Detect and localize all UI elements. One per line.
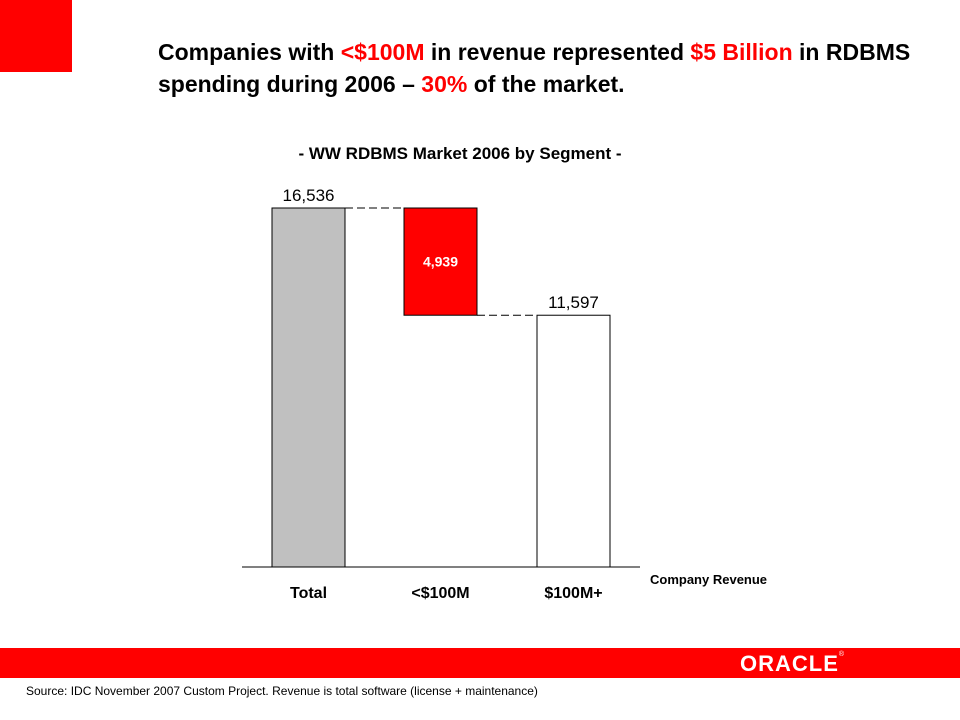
bar-1 bbox=[403, 207, 478, 316]
oracle-logo: ORACLE® bbox=[740, 651, 845, 676]
category-label-2: $100M+ bbox=[544, 585, 602, 602]
data-label-100m-plus: 11,597 bbox=[548, 293, 599, 312]
x-axis-title: Company Revenue bbox=[650, 572, 767, 587]
data-label-under-100m: 4,939 bbox=[423, 254, 458, 270]
bar-2 bbox=[536, 314, 611, 568]
source-note: Source: IDC November 2007 Custom Project… bbox=[26, 684, 538, 698]
category-label-1: <$100M bbox=[411, 585, 469, 602]
data-label-total: 16,536 bbox=[283, 186, 335, 205]
chart-title: - WW RDBMS Market 2006 by Segment - bbox=[298, 144, 622, 163]
waterfall-chart: 16,536 4,939 11,597 Total <$100M $100M+ Compan… bbox=[242, 186, 767, 602]
category-label-0: Total bbox=[290, 585, 327, 602]
slide-headline: Companies with <$100M in revenue represe… bbox=[158, 39, 911, 97]
footer-band bbox=[0, 648, 960, 678]
corner-accent-block bbox=[0, 0, 72, 72]
bar-0 bbox=[271, 207, 346, 568]
